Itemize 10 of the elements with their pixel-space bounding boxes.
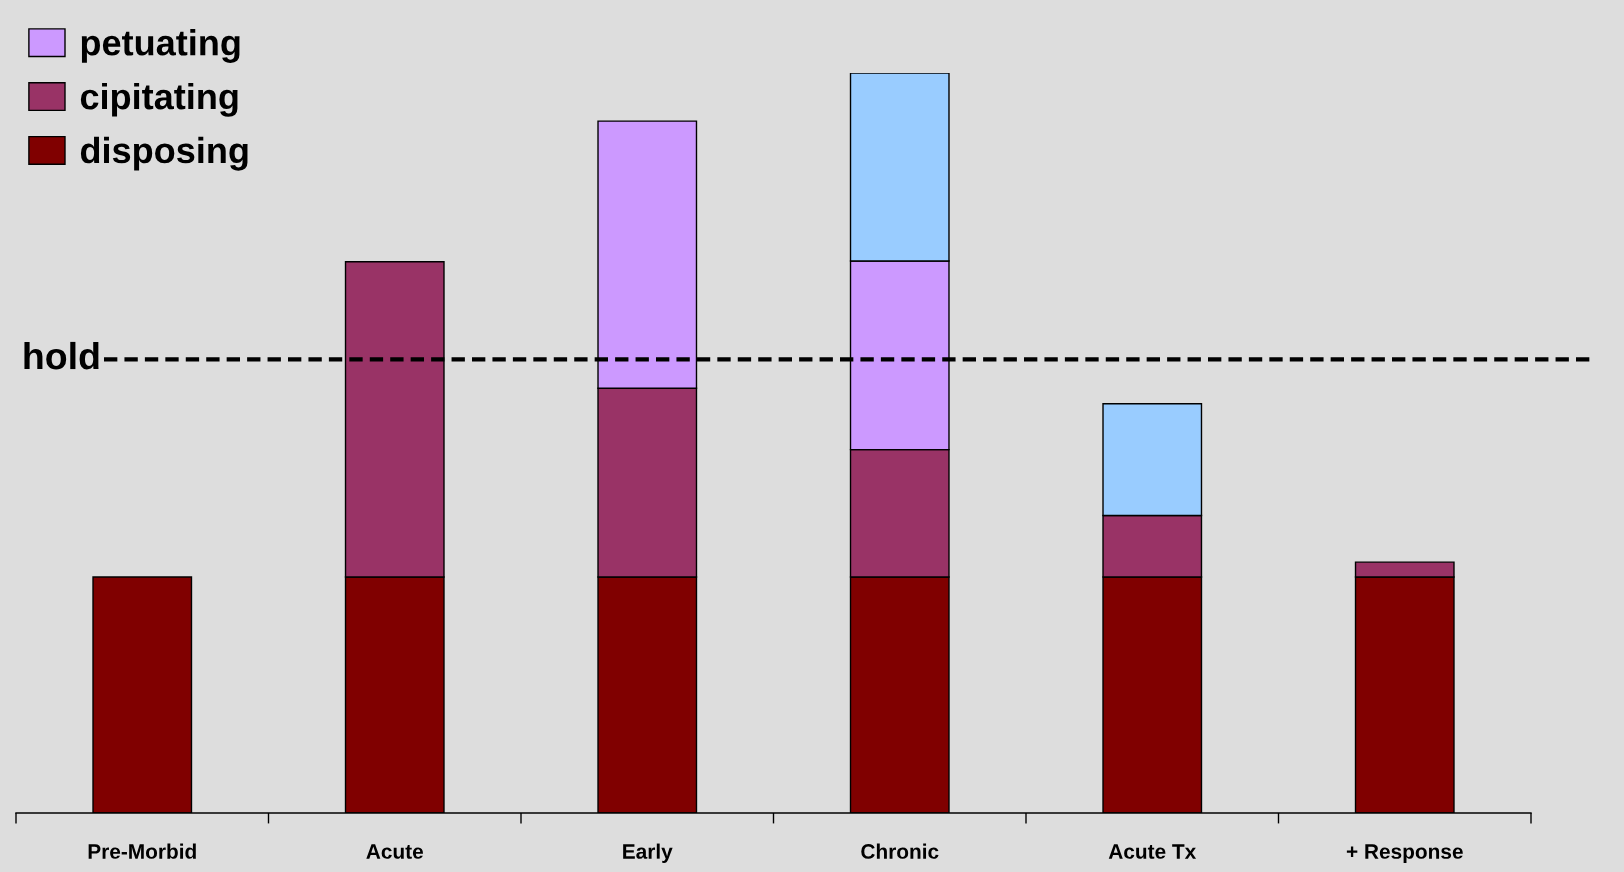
x-tick-label: Pre-Morbid	[88, 843, 196, 859]
legend-label: disposing	[80, 136, 248, 171]
x-tick-label: Acute Tx	[1108, 844, 1197, 859]
legend-label: cipitating	[80, 82, 238, 117]
legend-label: petuating	[81, 29, 240, 63]
x-tick-label: Chronic	[861, 843, 939, 859]
x-tick-label: + Response	[1346, 844, 1463, 863]
ref-line-label: hold	[24, 341, 99, 370]
x-tick-label: Acute	[366, 844, 423, 859]
x-tick-label: Early	[623, 843, 673, 863]
